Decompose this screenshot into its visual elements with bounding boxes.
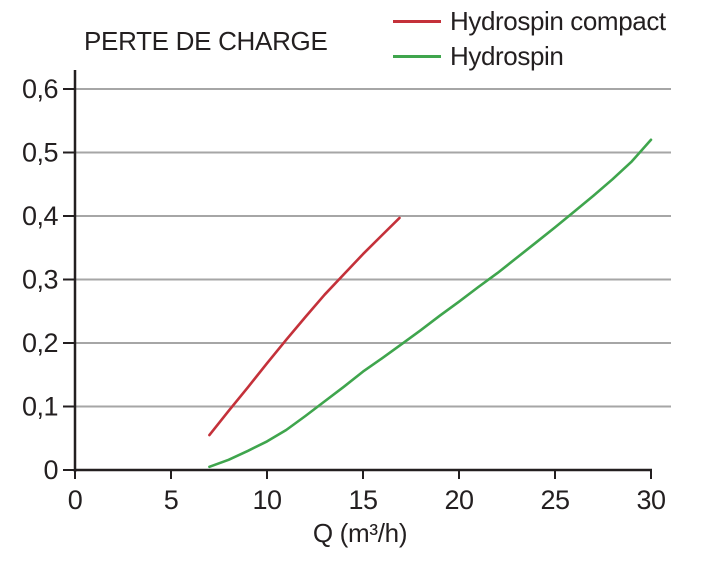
legend-line-swatch-red xyxy=(393,20,441,23)
legend-label-hydrospin-compact: Hydrospin compact xyxy=(450,6,666,36)
y-tick-label-0,4: 0,4 xyxy=(22,201,59,231)
x-tick-label-30: 30 xyxy=(636,485,665,515)
legend-label-hydrospin: Hydrospin xyxy=(450,41,564,71)
x-tick-label-0: 0 xyxy=(68,485,83,515)
x-tick-label-10: 10 xyxy=(252,485,281,515)
x-tick-label-5: 5 xyxy=(164,485,179,515)
y-tick-label-0,3: 0,3 xyxy=(22,265,58,295)
y-tick-label-0,2: 0,2 xyxy=(22,328,58,358)
legend-item-hydrospin-compact: Hydrospin compact xyxy=(393,4,666,39)
y-tick-label-0,5: 0,5 xyxy=(22,138,58,168)
chart-title: PERTE DE CHARGE xyxy=(84,26,328,56)
legend: Hydrospin compact Hydrospin xyxy=(393,4,666,74)
x-axis-title: Q (m³/h) xyxy=(312,518,408,548)
series-line-hydrospin-compact xyxy=(208,216,401,437)
x-tick-label-20: 20 xyxy=(444,485,473,515)
y-tick-label-0,1: 0,1 xyxy=(22,392,58,422)
series-line-hydrospin xyxy=(208,138,653,469)
legend-item-hydrospin: Hydrospin xyxy=(393,39,666,74)
x-tick-label-25: 25 xyxy=(540,485,569,515)
y-tick-label-0,6: 0,6 xyxy=(22,74,58,104)
y-tick-label-0: 0 xyxy=(43,455,58,485)
x-tick-label-15: 15 xyxy=(348,485,377,515)
legend-line-swatch-green xyxy=(393,55,441,58)
